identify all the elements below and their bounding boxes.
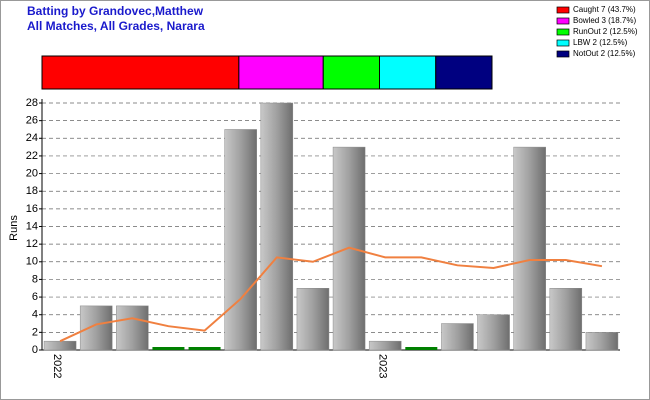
bar	[43, 340, 77, 351]
x-tick-label: 2023	[376, 354, 388, 378]
legend-swatch	[556, 39, 570, 47]
y-tick-label: 22	[26, 150, 38, 162]
y-tick-label: 4	[32, 309, 38, 321]
dismissal-segment	[322, 55, 380, 90]
legend-swatch	[556, 6, 570, 14]
y-tick-label: 16	[26, 203, 38, 215]
dismissal-segment	[379, 55, 437, 90]
y-tick-label: 18	[26, 185, 38, 197]
bar	[260, 102, 294, 351]
bar	[549, 288, 583, 351]
legend-label: NotOut 2 (12.5%)	[573, 49, 636, 58]
average-line	[59, 246, 603, 343]
y-tick-label: 2	[32, 326, 38, 338]
legend-swatch	[556, 28, 570, 36]
legend-label: Bowled 3 (18.7%)	[573, 16, 636, 25]
dismissal-segment	[238, 55, 324, 90]
bar	[368, 340, 402, 351]
y-tick-label: 10	[26, 256, 38, 268]
bar	[585, 332, 619, 351]
y-tick-label: 12	[26, 238, 38, 250]
y-tick-label: 24	[26, 132, 38, 144]
bar	[332, 146, 366, 351]
bar	[441, 323, 474, 351]
y-tick-label: 0	[32, 344, 38, 356]
bar	[152, 347, 185, 350]
bar	[224, 129, 257, 351]
y-tick-label: 20	[26, 167, 38, 179]
dismissal-segment	[435, 55, 493, 90]
bar	[296, 288, 330, 351]
y-tick-label: 28	[26, 97, 38, 109]
bar	[405, 347, 438, 350]
y-tick-label: 26	[26, 115, 38, 127]
chart-subtitle: All Matches, All Grades, Narara	[27, 19, 205, 33]
dismissal-segment	[41, 55, 240, 90]
bar	[513, 146, 546, 351]
legend-swatch	[556, 50, 570, 58]
bar	[79, 305, 113, 351]
y-axis-label: Runs	[8, 215, 20, 241]
bar	[116, 305, 149, 351]
legend-label: Caught 7 (43.7%)	[573, 5, 636, 14]
chart-title: Batting by Grandovec,Matthew	[27, 4, 204, 18]
y-tick-label: 14	[26, 220, 38, 232]
legend-label: LBW 2 (12.5%)	[573, 38, 628, 47]
y-tick-label: 6	[32, 291, 38, 303]
y-tick-label: 8	[32, 273, 38, 285]
bar	[188, 347, 221, 350]
x-tick-label: 2022	[51, 354, 63, 378]
legend-label: RunOut 2 (12.5%)	[573, 27, 638, 36]
bar	[477, 314, 510, 351]
legend-swatch	[556, 17, 570, 25]
